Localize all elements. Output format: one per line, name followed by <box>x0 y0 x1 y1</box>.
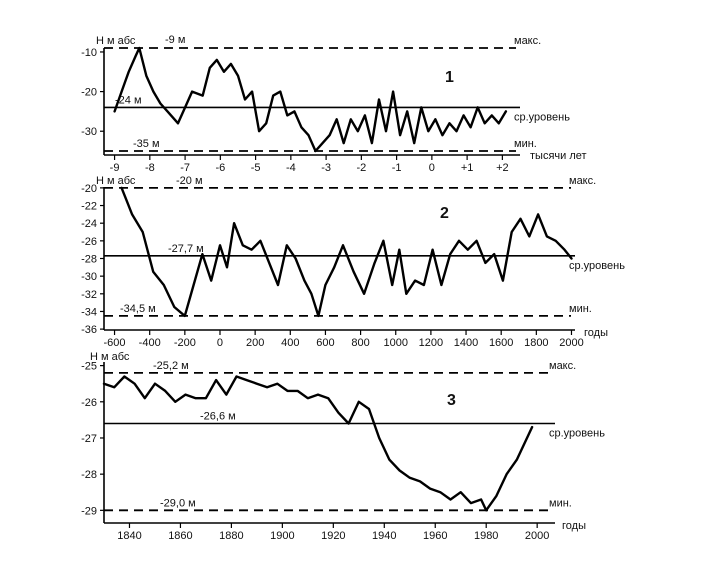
x-tick-label: 1880 <box>219 530 243 542</box>
x-tick-label: 1000 <box>383 337 407 349</box>
y-tick-label: -22 <box>81 201 97 213</box>
y-tick-label: -20 <box>81 87 97 99</box>
reference-value-label: -20 м <box>176 175 203 187</box>
reference-right-label: ср.уровень <box>569 260 625 272</box>
sea-level-series-1 <box>113 46 508 153</box>
y-axis-label: Н м абс <box>96 175 136 187</box>
x-tick-label: 1900 <box>270 530 294 542</box>
panel-number: 2 <box>440 205 449 222</box>
y-tick-label: -27 <box>81 433 97 445</box>
x-tick-label: -1 <box>392 162 402 174</box>
x-tick-label: 2000 <box>559 337 583 349</box>
x-tick-label: -7 <box>180 162 190 174</box>
x-tick-label: 800 <box>351 337 369 349</box>
y-tick-label: -28 <box>81 469 97 481</box>
x-tick-label: 2000 <box>525 530 549 542</box>
x-tick-label: -6 <box>215 162 225 174</box>
x-tick-label: -8 <box>145 162 155 174</box>
reference-value-label: -25,2 м <box>153 360 189 372</box>
x-tick-label: 1960 <box>423 530 447 542</box>
x-tick-label: 1800 <box>524 337 548 349</box>
y-tick-label: -25 <box>81 361 97 373</box>
x-tick-label: 1920 <box>321 530 345 542</box>
y-tick-label: -24 <box>81 218 97 230</box>
reference-right-label: макс. <box>569 175 596 187</box>
y-tick-label: -26 <box>81 397 97 409</box>
panel-number: 1 <box>445 69 454 86</box>
x-tick-label: 1940 <box>372 530 396 542</box>
x-tick-label: 600 <box>316 337 334 349</box>
x-tick-label: 1200 <box>419 337 443 349</box>
y-axis-label: Н м абс <box>96 35 136 47</box>
x-tick-label: -4 <box>286 162 296 174</box>
x-tick-label: 1600 <box>489 337 513 349</box>
x-tick-label: 0 <box>429 162 435 174</box>
reference-right-label: ср.уровень <box>514 111 570 123</box>
x-tick-label: -9 <box>110 162 120 174</box>
reference-right-label: мин. <box>549 497 572 509</box>
x-tick-label: +2 <box>496 162 509 174</box>
reference-right-label: мин. <box>514 138 537 150</box>
reference-right-label: мин. <box>569 303 592 315</box>
reference-value-label: -29,0 м <box>160 497 196 509</box>
x-tick-label: 1980 <box>474 530 498 542</box>
y-tick-label: -10 <box>81 47 97 59</box>
y-tick-label: -34 <box>81 306 97 318</box>
sea-level-series-3 <box>102 375 534 512</box>
reference-right-label: макс. <box>549 360 576 372</box>
y-tick-label: -28 <box>81 254 97 266</box>
y-tick-label: -32 <box>81 289 97 301</box>
x-tick-label: -600 <box>104 337 126 349</box>
y-tick-label: -26 <box>81 236 97 248</box>
reference-value-label: -24 м <box>115 94 142 106</box>
x-axis-label: годы <box>562 520 586 532</box>
x-tick-label: 1400 <box>454 337 478 349</box>
x-tick-label: 0 <box>217 337 223 349</box>
x-tick-label: +1 <box>461 162 474 174</box>
x-tick-label: -5 <box>251 162 261 174</box>
x-tick-label: 400 <box>281 337 299 349</box>
x-axis-label: тысячи лет <box>530 150 587 162</box>
y-tick-label: -30 <box>81 271 97 283</box>
x-tick-label: -400 <box>139 337 161 349</box>
reference-value-label: -34,5 м <box>120 303 156 315</box>
x-tick-label: -200 <box>174 337 196 349</box>
reference-value-label: -27,7 м <box>168 243 204 255</box>
x-tick-label: -2 <box>356 162 366 174</box>
x-tick-label: 1840 <box>117 530 141 542</box>
reference-right-label: макс. <box>514 35 541 47</box>
sea-level-series-2 <box>120 186 573 318</box>
x-axis-label: годы <box>584 327 608 339</box>
reference-value-label: -9 м <box>165 34 185 46</box>
y-tick-label: -36 <box>81 324 97 336</box>
y-tick-label: -30 <box>81 126 97 138</box>
panel-number: 3 <box>447 392 456 409</box>
x-tick-label: -3 <box>321 162 331 174</box>
reference-value-label: -35 м <box>133 138 160 150</box>
y-tick-label: -20 <box>81 183 97 195</box>
y-axis-label: Н м абс <box>90 351 130 363</box>
x-tick-label: 1860 <box>168 530 192 542</box>
reference-right-label: ср.уровень <box>549 428 605 440</box>
y-tick-label: -29 <box>81 505 97 517</box>
reference-value-label: -26,6 м <box>200 411 236 423</box>
x-tick-label: 200 <box>246 337 264 349</box>
